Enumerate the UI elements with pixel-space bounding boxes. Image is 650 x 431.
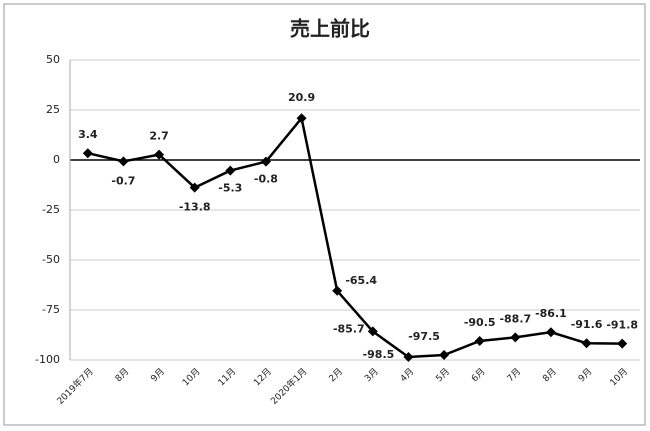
- marker: [474, 336, 485, 346]
- marker: [510, 332, 521, 343]
- marker: [332, 285, 343, 296]
- y-tick-label: 0: [53, 153, 60, 166]
- y-tick-label: -50: [42, 253, 60, 266]
- marker: [367, 326, 378, 337]
- marker: [82, 148, 93, 159]
- marker: [403, 352, 414, 362]
- value-label: -85.7: [333, 322, 365, 335]
- y-tick-label: 25: [46, 103, 60, 116]
- marker: [296, 113, 307, 124]
- marker: [581, 338, 592, 349]
- y-tick-label: -25: [42, 203, 60, 216]
- marker: [225, 165, 236, 176]
- value-label: -86.1: [535, 307, 567, 320]
- marker: [154, 149, 165, 160]
- value-label: -13.8: [179, 201, 211, 214]
- chart-frame: [3, 3, 646, 426]
- chart-title: 売上前比: [290, 17, 370, 41]
- value-label: -97.5: [408, 330, 440, 343]
- value-label: -91.6: [571, 318, 603, 331]
- line: [87, 115, 623, 359]
- y-tick-label: -75: [42, 303, 60, 316]
- value-label: -0.7: [111, 174, 135, 187]
- value-label: 2.7: [149, 130, 169, 143]
- value-label: -91.8: [606, 319, 638, 332]
- value-label: -88.7: [499, 312, 531, 325]
- marker: [545, 327, 556, 338]
- marker: [189, 182, 200, 193]
- marker: [617, 338, 628, 349]
- marker: [260, 156, 271, 167]
- y-tick-label: -100: [35, 353, 60, 366]
- value-label: 3.4: [78, 128, 98, 141]
- value-label: -65.4: [345, 274, 377, 287]
- value-label: -5.3: [218, 182, 242, 195]
- y-tick-label: 50: [46, 53, 60, 66]
- marker: [118, 156, 129, 167]
- value-label: -0.8: [254, 173, 278, 186]
- value-label: -98.5: [363, 348, 395, 361]
- value-label: -90.5: [464, 316, 496, 329]
- value-label: 20.9: [288, 91, 315, 104]
- marker: [439, 350, 450, 360]
